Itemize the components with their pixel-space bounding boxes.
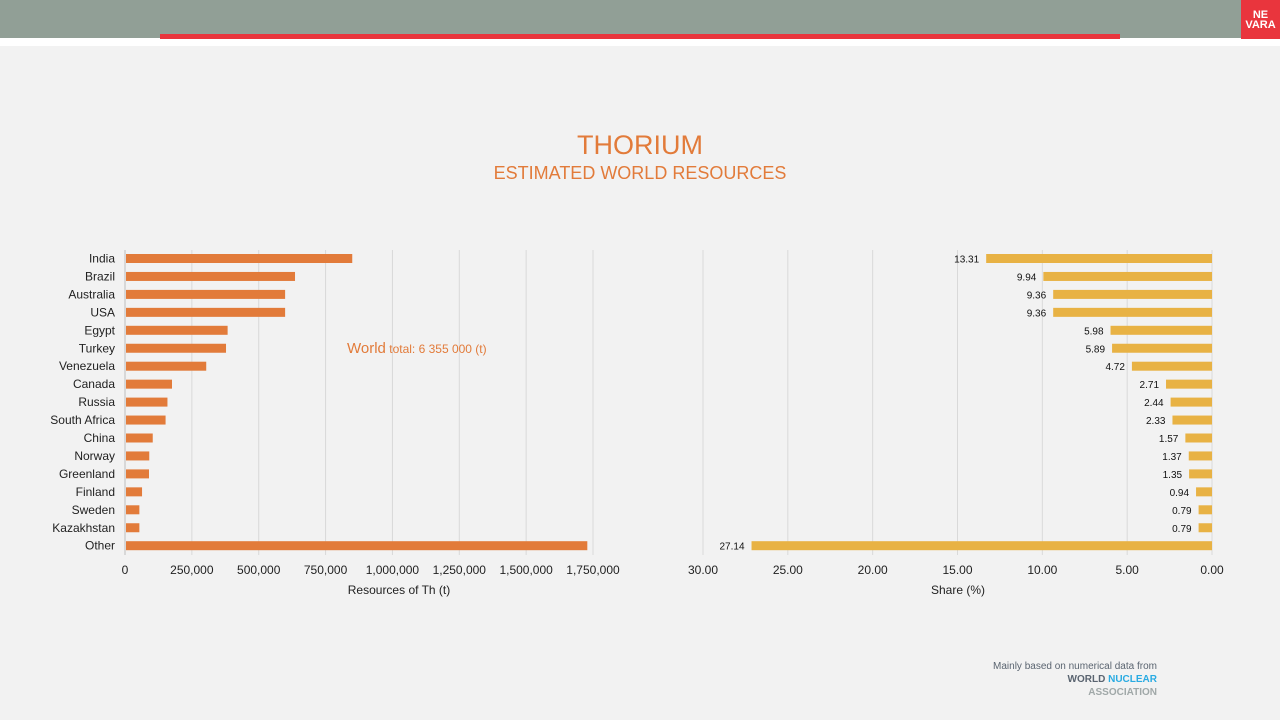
data-label: 2.71	[1140, 380, 1160, 391]
x-tick-label: 10.00	[1027, 563, 1057, 577]
category-label: Finland	[76, 485, 115, 499]
data-label: 2.44	[1144, 398, 1164, 409]
category-label: Australia	[68, 287, 115, 301]
share-bar	[1170, 397, 1212, 407]
share-bar	[1053, 289, 1212, 299]
category-label: Other	[85, 539, 115, 553]
x-tick-label: 5.00	[1115, 563, 1139, 577]
x-tick-label: 0	[122, 563, 129, 577]
category-label: Kazakhstan	[52, 521, 115, 535]
share-bar	[1112, 343, 1212, 353]
x-tick-label: 1,500,000	[499, 563, 553, 577]
category-label: Canada	[73, 377, 115, 391]
category-label: USA	[90, 305, 115, 319]
top-bar	[0, 0, 1280, 38]
category-label: Egypt	[84, 323, 115, 337]
share-bar	[986, 254, 1212, 263]
x-tick-label: 0.00	[1200, 563, 1224, 577]
credit-world: WORLD	[1067, 674, 1106, 685]
x-tick-label: 1,250,000	[433, 563, 487, 577]
share-bar	[1196, 487, 1212, 497]
data-label: 13.31	[954, 255, 979, 266]
share-bar	[1198, 505, 1212, 515]
category-label: South Africa	[50, 413, 115, 427]
share-bar	[1131, 361, 1212, 371]
data-label: 1.57	[1159, 434, 1179, 445]
category-label: Sweden	[72, 503, 115, 517]
share-bar	[1189, 469, 1212, 479]
bar-greenland	[126, 469, 149, 479]
bar-sweden	[126, 505, 140, 515]
data-label: 9.94	[1017, 272, 1037, 283]
category-label: Venezuela	[59, 359, 115, 373]
category-label: China	[84, 431, 116, 445]
category-label: Greenland	[59, 467, 115, 481]
bar-china	[126, 433, 153, 443]
category-label: Turkey	[79, 341, 115, 355]
share-bar	[1198, 523, 1212, 533]
data-label: 4.72	[1105, 362, 1125, 373]
x-tick-label: 250,000	[170, 563, 214, 577]
data-label: 5.98	[1084, 326, 1104, 337]
bar-brazil	[126, 271, 296, 281]
credit-text: Mainly based on numerical data from	[993, 661, 1157, 672]
bar-canada	[126, 379, 172, 389]
share-bar	[1110, 325, 1212, 335]
bar-venezuela	[126, 361, 207, 371]
share-bar	[1043, 271, 1212, 281]
nevara-logo: NE VARA	[1241, 0, 1280, 39]
share-bar	[1188, 451, 1212, 461]
bar-south-africa	[126, 415, 166, 425]
data-label: 2.33	[1146, 416, 1166, 427]
x-tick-label: 30.00	[688, 563, 718, 577]
data-label: 0.79	[1172, 524, 1192, 535]
bar-other	[126, 541, 588, 551]
share-bar	[751, 541, 1212, 551]
bar-russia	[126, 397, 168, 407]
x-tick-label: 25.00	[773, 563, 803, 577]
category-label: Brazil	[85, 269, 115, 283]
share-bar	[1172, 415, 1212, 425]
source-credit: Mainly based on numerical data from WORL…	[993, 660, 1157, 699]
bar-australia	[126, 289, 286, 299]
data-label: 5.89	[1086, 344, 1106, 355]
data-label: 27.14	[719, 542, 744, 553]
bar-usa	[126, 307, 286, 317]
x-tick-label: 750,000	[304, 563, 348, 577]
data-label: 9.36	[1027, 290, 1047, 301]
x-tick-label: 15.00	[942, 563, 972, 577]
x-axis-title: Share (%)	[931, 583, 985, 597]
x-tick-label: 500,000	[237, 563, 281, 577]
x-tick-label: 1,750,000	[566, 563, 620, 577]
category-label: Russia	[78, 395, 115, 409]
data-label: 0.94	[1170, 488, 1190, 499]
bar-finland	[126, 487, 143, 497]
share-bar	[1053, 307, 1212, 317]
accent-line	[160, 34, 1120, 39]
bar-india	[126, 254, 353, 263]
x-tick-label: 20.00	[858, 563, 888, 577]
divider	[0, 38, 1280, 46]
bar-turkey	[126, 343, 227, 353]
data-label: 0.79	[1172, 506, 1192, 517]
credit-association: ASSOCIATION	[1088, 687, 1157, 698]
chart-subtitle: ESTIMATED WORLD RESOURCES	[493, 163, 787, 183]
data-label: 9.36	[1027, 308, 1047, 319]
category-label: Norway	[74, 449, 115, 463]
bar-kazakhstan	[126, 523, 140, 533]
x-axis-title: Resources of Th (t)	[348, 583, 450, 597]
credit-nuclear: NUCLEAR	[1108, 674, 1157, 685]
world-total-annotation: World total: 6 355 000 (t)	[347, 340, 487, 357]
data-label: 1.35	[1163, 470, 1183, 481]
share-bar	[1166, 379, 1212, 389]
chart-title: THORIUM	[577, 130, 703, 160]
x-tick-label: 1,000,000	[366, 563, 420, 577]
bar-egypt	[126, 325, 228, 335]
data-label: 1.37	[1162, 452, 1182, 463]
bar-norway	[126, 451, 150, 461]
category-label: India	[89, 252, 115, 266]
share-bar	[1185, 433, 1212, 443]
